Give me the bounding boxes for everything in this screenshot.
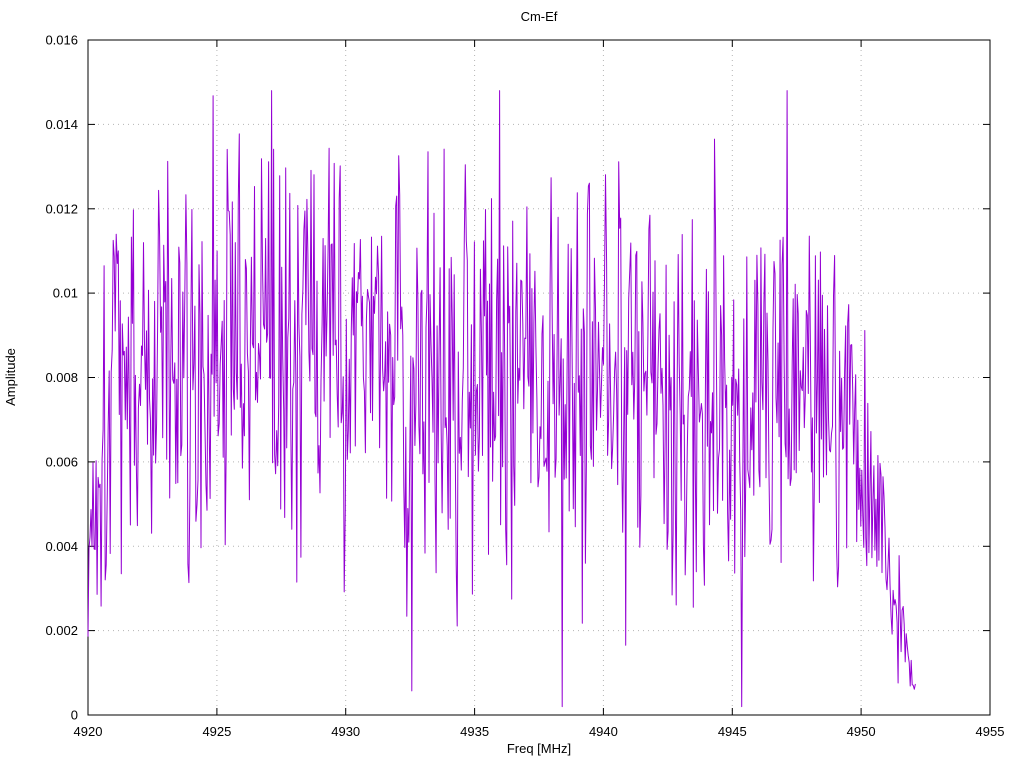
y-axis-label: Amplitude xyxy=(3,348,18,406)
x-tick-label: 4940 xyxy=(589,724,618,739)
x-tick-label: 4930 xyxy=(331,724,360,739)
spectrum-trace xyxy=(87,90,916,708)
y-tick-label: 0.016 xyxy=(45,33,78,48)
y-tick-label: 0.012 xyxy=(45,201,78,216)
plot-area: 4920 4925 4930 4935 4940 4945 4950 4955 0 0.002 0.… xyxy=(45,33,1004,740)
x-tick-label: 4920 xyxy=(74,724,103,739)
x-tick-label: 4945 xyxy=(718,724,747,739)
x-tick-label: 4955 xyxy=(976,724,1005,739)
chart-title: Cm-Ef xyxy=(521,9,558,24)
y-tick-label: 0.006 xyxy=(45,454,78,469)
y-tick-label: 0.01 xyxy=(53,286,78,301)
x-tick-label: 4925 xyxy=(202,724,231,739)
y-tick-label: 0.002 xyxy=(45,623,78,638)
x-tick-label: 4935 xyxy=(460,724,489,739)
y-tick-label: 0.008 xyxy=(45,370,78,385)
y-tick-label: 0.004 xyxy=(45,539,78,554)
x-tick-label: 4950 xyxy=(847,724,876,739)
y-tick-label: 0 xyxy=(71,708,78,723)
x-axis-label: Freq [MHz] xyxy=(507,741,571,756)
y-tick-label: 0.014 xyxy=(45,117,78,132)
